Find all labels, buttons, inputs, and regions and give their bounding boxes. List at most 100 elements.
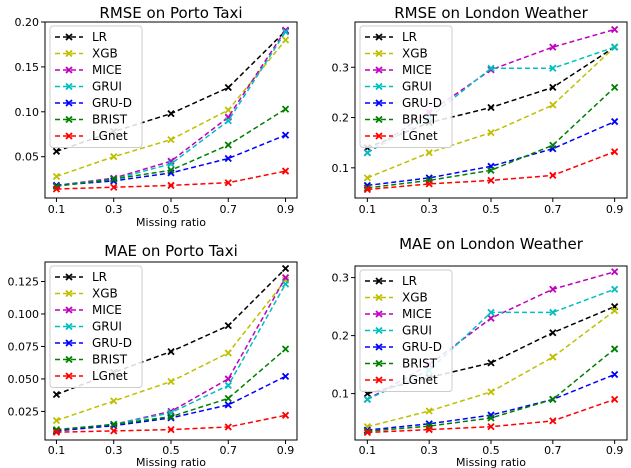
x-tick-label: 0.5 bbox=[482, 444, 500, 457]
series-lr-point bbox=[549, 329, 557, 337]
series-grui-point bbox=[281, 28, 290, 36]
legend-marker bbox=[375, 343, 383, 351]
series-lgnet-point bbox=[281, 167, 290, 175]
x-tick-label: 0.3 bbox=[105, 203, 123, 216]
x-tick-label: 0.1 bbox=[359, 444, 377, 457]
series-lgnet-point bbox=[549, 417, 557, 425]
legend-marker bbox=[65, 132, 73, 140]
series-gru-d bbox=[52, 131, 290, 190]
series-xgb-point bbox=[224, 106, 232, 114]
series-lgnet-point bbox=[610, 395, 619, 404]
legend-entry-lr: LR bbox=[365, 30, 417, 44]
series-lr-point bbox=[52, 390, 61, 399]
series-mice-point bbox=[610, 25, 619, 34]
legend-marker bbox=[375, 376, 383, 384]
legend: LR XGB MICE GRUI GRU-D BRIST LGnet bbox=[359, 25, 453, 148]
x-tick-label: 0.7 bbox=[220, 444, 238, 457]
series-xgb-point bbox=[110, 153, 118, 161]
legend-entry-gru-d: GRU-D bbox=[365, 96, 442, 110]
legend-marker bbox=[375, 326, 383, 335]
series-lgnet-point bbox=[363, 185, 372, 194]
series-xgb-point bbox=[610, 307, 619, 315]
y-tick-label: 0.025 bbox=[8, 405, 40, 418]
chart-title: MAE on London Weather bbox=[399, 235, 584, 253]
legend-entry-lr: LR bbox=[55, 30, 107, 44]
legend-label: GRUI bbox=[402, 80, 432, 94]
series-gru-d-point bbox=[224, 401, 232, 409]
legend-label: GRUI bbox=[402, 324, 432, 338]
legend-marker bbox=[65, 339, 73, 347]
legend-entry-lr: LR bbox=[55, 270, 107, 284]
series-lgnet-point bbox=[281, 411, 290, 419]
series-brist-point bbox=[487, 166, 495, 174]
legend-label: XGB bbox=[92, 47, 118, 61]
series-xgb-point bbox=[281, 36, 290, 44]
legend-marker bbox=[375, 359, 383, 368]
x-axis-label: Missing ratio bbox=[456, 456, 526, 468]
series-lgnet bbox=[363, 395, 619, 437]
y-tick-label: 0.050 bbox=[8, 373, 40, 386]
legend-label: LGnet bbox=[92, 369, 128, 383]
legend-entry-lgnet: LGnet bbox=[55, 129, 128, 143]
series-lgnet-point bbox=[224, 423, 232, 431]
series-xgb-point bbox=[425, 149, 433, 157]
x-tick-label: 0.3 bbox=[420, 444, 438, 457]
x-tick-label: 0.9 bbox=[606, 203, 624, 216]
chart-title: RMSE on Porto Taxi bbox=[99, 4, 242, 22]
x-tick-label: 0.5 bbox=[162, 444, 180, 457]
legend-entry-lr: LR bbox=[365, 274, 417, 288]
series-lgnet bbox=[52, 167, 290, 193]
legend-label: GRUI bbox=[92, 320, 122, 334]
y-tick-label: 0.125 bbox=[8, 275, 40, 288]
series-grui-point bbox=[487, 308, 495, 317]
legend-label: BRIST bbox=[92, 353, 128, 367]
series-lr-point bbox=[281, 264, 290, 273]
legend-label: LGnet bbox=[402, 129, 438, 143]
chart-title: MAE on Porto Taxi bbox=[104, 242, 238, 260]
y-tick-label: 0.05 bbox=[15, 151, 40, 164]
legend-marker bbox=[375, 132, 383, 140]
series-xgb-point bbox=[363, 174, 372, 182]
x-tick-label: 0.7 bbox=[220, 203, 238, 216]
series-lgnet-point bbox=[610, 148, 619, 156]
y-tick-label: 0.075 bbox=[8, 340, 40, 353]
y-tick-label: 0.2 bbox=[332, 330, 350, 343]
series-lr-point bbox=[487, 103, 495, 112]
series-xgb-point bbox=[425, 407, 433, 415]
series-brist-point bbox=[224, 394, 232, 403]
legend-entry-brist: BRIST bbox=[365, 357, 438, 371]
legend-marker bbox=[375, 82, 383, 91]
x-tick-label: 0.9 bbox=[277, 203, 295, 216]
legend-label: XGB bbox=[92, 287, 118, 301]
y-tick-label: 0.1 bbox=[332, 162, 350, 175]
series-lgnet-point bbox=[487, 176, 495, 185]
x-tick-label: 0.1 bbox=[359, 203, 377, 216]
y-tick-label: 0.2 bbox=[332, 112, 350, 125]
legend-label: LR bbox=[402, 30, 417, 44]
series-xgb bbox=[363, 307, 619, 431]
series-lr-point bbox=[167, 109, 175, 118]
series-lr-point bbox=[224, 322, 232, 330]
series-grui-point bbox=[363, 149, 372, 157]
series-xgb-point bbox=[487, 128, 495, 137]
legend-label: MICE bbox=[92, 303, 122, 317]
y-tick-label: 0.15 bbox=[15, 61, 40, 74]
chart-panel-2: RMSE on London Weather 0.1 0.3 0.5 0.7 0.9 0.1… bbox=[332, 4, 628, 216]
y-tick-label: 0.3 bbox=[332, 272, 350, 285]
legend-entry-grui: GRUI bbox=[365, 80, 432, 94]
x-tick-label: 0.1 bbox=[48, 444, 66, 457]
series-lgnet-point bbox=[549, 171, 557, 180]
chart-title: RMSE on London Weather bbox=[394, 4, 588, 22]
y-tick-label: 0.10 bbox=[15, 106, 40, 119]
x-axis-label: Missing ratio bbox=[136, 456, 206, 468]
chart-panel-4: MAE on London Weather 0.1 0.3 0.5 0.7 0.9 Miss… bbox=[332, 235, 628, 468]
legend-entry-xgb: XGB bbox=[55, 47, 118, 61]
series-lgnet-point bbox=[52, 428, 61, 436]
series-xgb bbox=[363, 43, 619, 182]
legend-label: LR bbox=[92, 30, 107, 44]
y-tick-label: 0.100 bbox=[8, 308, 40, 321]
series-grui bbox=[363, 285, 619, 404]
series-gru-d-line bbox=[367, 120, 615, 187]
legend-label: GRU-D bbox=[92, 96, 132, 110]
